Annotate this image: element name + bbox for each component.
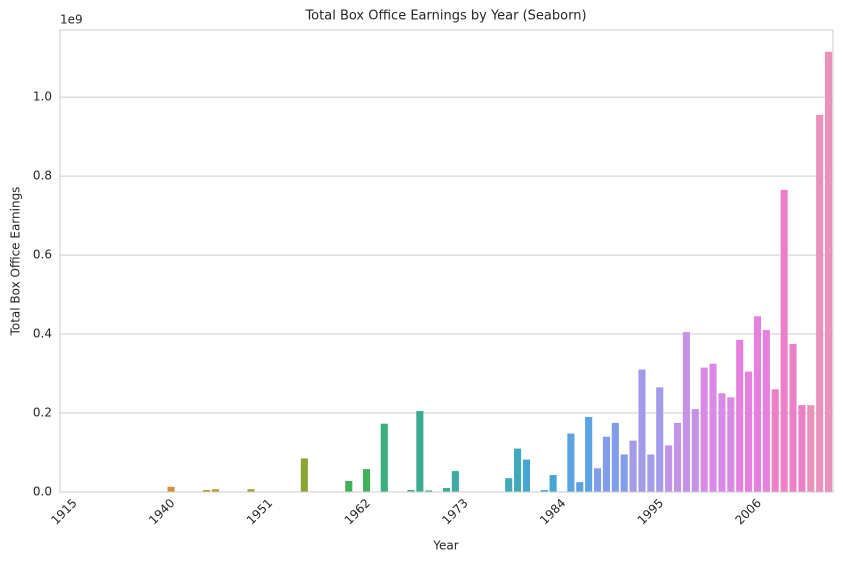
axis-offset-label: 1e9 [60, 13, 83, 27]
bar [673, 422, 682, 492]
bar [709, 363, 717, 492]
y-tick-label: 0.2 [33, 406, 52, 420]
bar [407, 490, 415, 492]
x-tick-label: 2006 [732, 496, 763, 527]
bar [442, 488, 451, 492]
bar [211, 489, 220, 492]
y-tick-label: 0.4 [33, 327, 52, 341]
bar [416, 411, 424, 492]
x-tick-label: 1940 [146, 496, 177, 527]
bar [780, 189, 788, 492]
bar [745, 371, 753, 492]
bar [629, 440, 637, 492]
bar [656, 387, 664, 492]
bar [540, 490, 548, 492]
bar [816, 114, 824, 493]
bar [620, 454, 628, 492]
bar [167, 486, 175, 492]
bar [345, 480, 353, 492]
bar [718, 393, 726, 492]
bar [567, 433, 575, 492]
bar [602, 436, 610, 492]
bar [300, 458, 308, 492]
y-tick-label: 0.0 [33, 485, 52, 499]
bar [593, 468, 602, 492]
bar [682, 332, 690, 492]
bar [700, 367, 708, 492]
x-tick-label: 1962 [342, 496, 373, 527]
bar [647, 454, 655, 492]
y-tick-label: 0.6 [33, 248, 52, 262]
bar [691, 409, 699, 492]
bar [736, 339, 744, 492]
chart-title: Total Box Office Earnings by Year (Seabo… [304, 9, 586, 24]
plot-frame [59, 29, 834, 493]
bar [798, 405, 806, 492]
bar [771, 389, 779, 492]
bar [638, 369, 646, 492]
bar [451, 471, 459, 492]
bar [576, 482, 584, 492]
bar [362, 469, 371, 492]
bar [514, 448, 522, 492]
x-tick-label: 1995 [635, 496, 666, 527]
x-tick-label: 1915 [48, 496, 79, 527]
bar [789, 343, 797, 492]
bar [753, 316, 762, 492]
y-tick-label: 1.0 [33, 90, 52, 104]
bar [585, 416, 593, 492]
y-tick-label: 0.8 [33, 169, 52, 183]
bar [825, 51, 833, 492]
x-tick-label: 1973 [439, 496, 470, 527]
bar [203, 490, 211, 492]
bar [807, 405, 815, 492]
x-tick-label: 1984 [537, 496, 568, 527]
bar [247, 489, 255, 492]
bar [727, 397, 735, 492]
bar [549, 475, 557, 492]
bar [380, 423, 388, 492]
bar [522, 459, 531, 492]
bar [505, 478, 513, 492]
bar [665, 445, 673, 492]
bar [611, 422, 619, 492]
y-axis-label: Total Box Office Earnings [9, 187, 23, 337]
x-axis-label: Year [432, 539, 458, 553]
bar [425, 490, 433, 492]
x-tick-label: 1951 [244, 496, 275, 527]
bar [762, 330, 770, 492]
